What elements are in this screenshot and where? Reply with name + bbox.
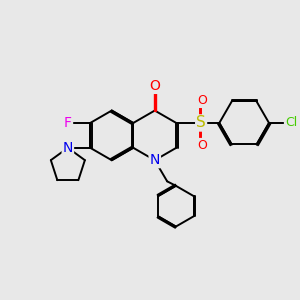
Text: O: O (149, 79, 160, 93)
Text: O: O (198, 94, 208, 107)
Text: N: N (63, 141, 73, 155)
Text: N: N (150, 153, 160, 167)
Text: Cl: Cl (285, 116, 297, 130)
Text: O: O (198, 139, 208, 152)
Text: S: S (196, 116, 206, 130)
Text: F: F (64, 116, 72, 130)
